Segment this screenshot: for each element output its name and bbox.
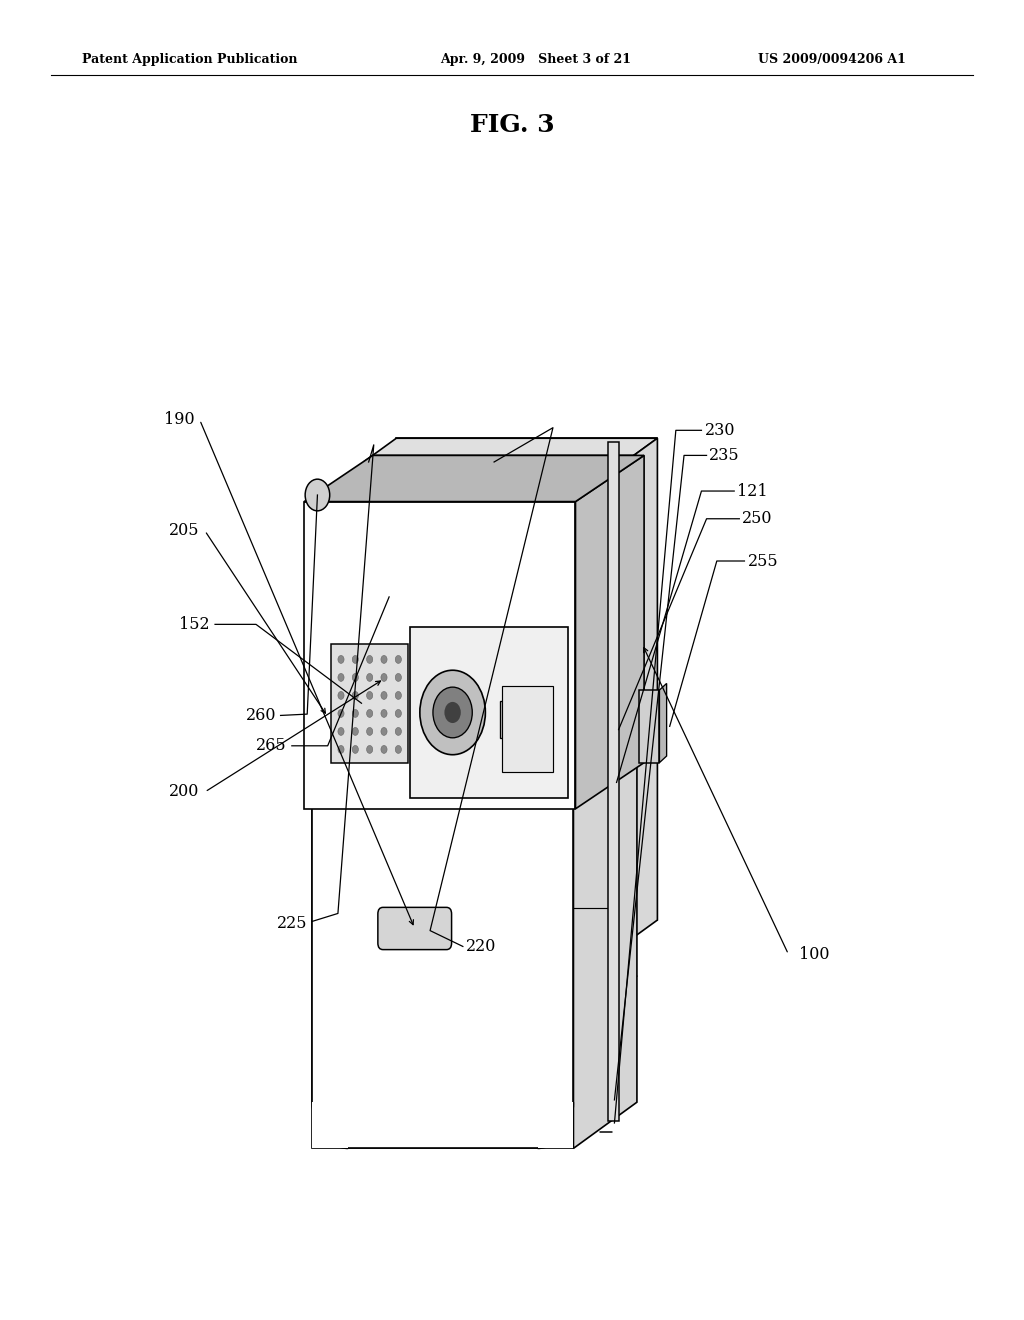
Polygon shape — [364, 462, 625, 944]
Text: US 2009/0094206 A1: US 2009/0094206 A1 — [758, 53, 905, 66]
Polygon shape — [659, 684, 667, 763]
Polygon shape — [304, 455, 644, 502]
Circle shape — [367, 727, 373, 735]
Text: 225: 225 — [276, 916, 307, 932]
Circle shape — [338, 727, 344, 735]
Polygon shape — [312, 502, 573, 1148]
Circle shape — [395, 746, 401, 754]
Polygon shape — [410, 627, 568, 799]
Circle shape — [420, 671, 485, 755]
Circle shape — [381, 709, 387, 717]
Polygon shape — [312, 455, 637, 502]
Circle shape — [395, 673, 401, 681]
Text: 265: 265 — [256, 738, 287, 754]
Polygon shape — [312, 1102, 348, 1148]
Polygon shape — [538, 1102, 573, 1148]
Polygon shape — [575, 455, 644, 809]
Circle shape — [381, 673, 387, 681]
Circle shape — [433, 688, 472, 738]
Circle shape — [338, 746, 344, 754]
Circle shape — [338, 709, 344, 717]
Circle shape — [395, 692, 401, 700]
Circle shape — [367, 709, 373, 717]
Circle shape — [352, 673, 358, 681]
Polygon shape — [331, 644, 408, 763]
Circle shape — [381, 692, 387, 700]
Polygon shape — [304, 502, 575, 809]
Circle shape — [352, 727, 358, 735]
Polygon shape — [364, 438, 657, 462]
Polygon shape — [500, 701, 518, 738]
Text: 255: 255 — [748, 553, 778, 569]
Circle shape — [338, 656, 344, 664]
Polygon shape — [625, 438, 657, 944]
Polygon shape — [608, 441, 618, 1121]
Text: Apr. 9, 2009   Sheet 3 of 21: Apr. 9, 2009 Sheet 3 of 21 — [440, 53, 632, 66]
Circle shape — [444, 702, 461, 723]
Circle shape — [381, 746, 387, 754]
Polygon shape — [396, 438, 657, 920]
Circle shape — [352, 692, 358, 700]
Circle shape — [395, 709, 401, 717]
Polygon shape — [502, 686, 553, 772]
FancyBboxPatch shape — [378, 907, 452, 949]
Polygon shape — [573, 455, 637, 1148]
Text: 220: 220 — [466, 939, 497, 954]
Circle shape — [367, 656, 373, 664]
Text: 250: 250 — [742, 511, 773, 527]
Circle shape — [338, 673, 344, 681]
Circle shape — [338, 692, 344, 700]
Text: 260: 260 — [246, 708, 276, 723]
Text: Patent Application Publication: Patent Application Publication — [82, 53, 297, 66]
Polygon shape — [639, 690, 659, 763]
Circle shape — [381, 656, 387, 664]
Circle shape — [352, 746, 358, 754]
Polygon shape — [386, 491, 602, 880]
Text: 152: 152 — [179, 616, 210, 632]
Text: 100: 100 — [799, 946, 829, 962]
Circle shape — [367, 746, 373, 754]
Text: 205: 205 — [169, 523, 200, 539]
Text: 235: 235 — [709, 447, 739, 463]
Circle shape — [352, 709, 358, 717]
Circle shape — [367, 673, 373, 681]
Circle shape — [352, 656, 358, 664]
Text: FIG. 3: FIG. 3 — [470, 114, 554, 137]
Text: 190: 190 — [164, 412, 195, 428]
Text: 230: 230 — [705, 422, 735, 438]
Circle shape — [395, 656, 401, 664]
Circle shape — [395, 727, 401, 735]
Circle shape — [381, 727, 387, 735]
Circle shape — [305, 479, 330, 511]
Text: 121: 121 — [737, 483, 768, 499]
Circle shape — [367, 692, 373, 700]
Text: 200: 200 — [169, 784, 200, 800]
